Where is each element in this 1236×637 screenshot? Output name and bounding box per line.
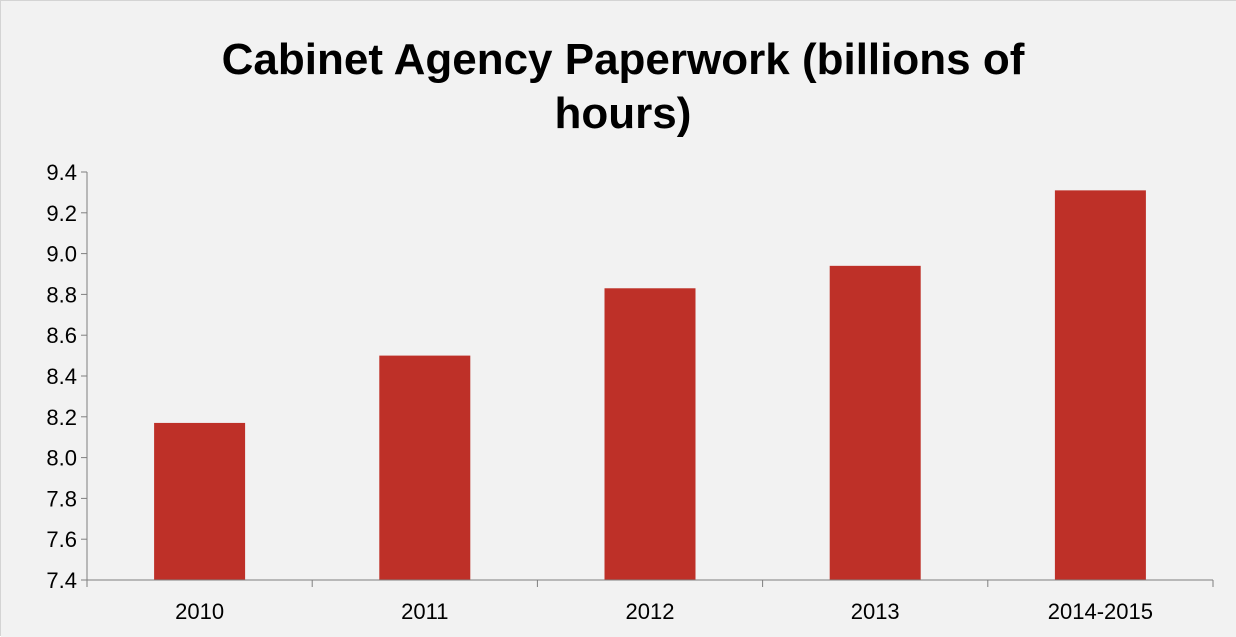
x-tick-label: 2012 [626,599,675,624]
x-tick-label: 2011 [401,599,448,624]
y-tick-label: 8.4 [46,364,77,389]
y-tick-label: 8.0 [46,446,77,471]
y-tick-label: 9.0 [46,242,77,267]
bar-series [154,190,1146,581]
bar-2013 [829,265,921,580]
y-tick-label: 7.6 [46,527,77,552]
bar-2010 [154,422,246,580]
x-tick-label: 2010 [175,599,224,624]
chart-title-line-2: hours) [555,89,692,138]
bar-2012 [604,288,696,580]
y-tick-label: 8.6 [46,323,77,348]
y-tick-label: 9.2 [46,201,77,226]
y-axis: 7.4 7.6 7.8 8.0 8.2 8.4 8.6 8.8 9.0 9.2 9.4 [46,160,88,593]
x-tick-label: 2014-2015 [1048,599,1153,624]
bar-2014-2015 [1054,190,1146,581]
chart-title-line-1: Cabinet Agency Paperwork (billions of [222,35,1025,84]
y-tick-label: 7.8 [46,486,77,511]
y-tick-label: 7.4 [46,568,77,593]
y-tick-label: 8.2 [46,405,77,430]
bar-2011 [379,355,471,580]
x-axis: 2010 2011 2012 2013 2014-2015 [86,579,1214,624]
y-tick-label: 9.4 [46,160,77,185]
y-tick-label: 8.8 [46,282,77,307]
x-tick-label: 2013 [851,599,900,624]
